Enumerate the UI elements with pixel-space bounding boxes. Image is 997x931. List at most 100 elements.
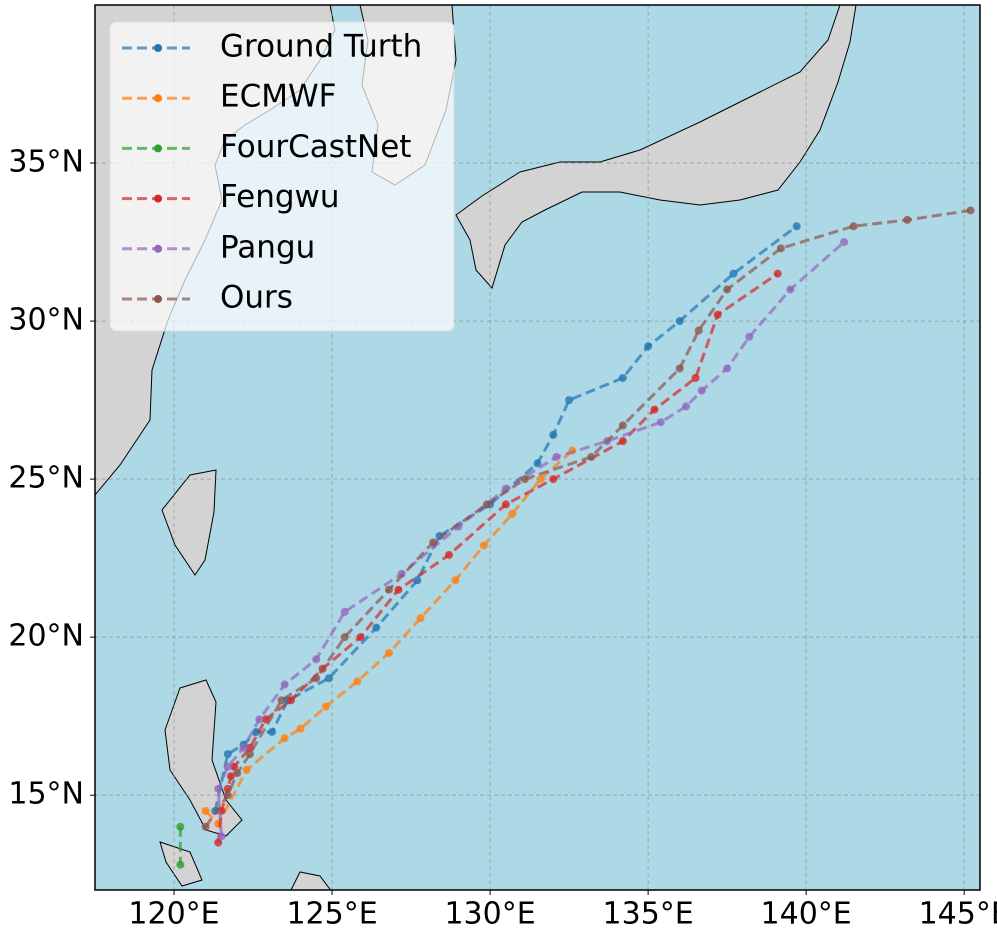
legend-label: Pangu bbox=[220, 229, 315, 265]
track-point bbox=[786, 285, 795, 294]
tracks bbox=[176, 206, 975, 869]
track-point bbox=[340, 607, 349, 616]
track-point bbox=[675, 317, 684, 326]
track-point bbox=[324, 674, 333, 683]
track-point bbox=[340, 633, 349, 642]
legend-label: Fengwu bbox=[220, 179, 340, 215]
track-point bbox=[682, 402, 691, 411]
track-point bbox=[223, 791, 232, 800]
track-point bbox=[384, 585, 393, 594]
track-point bbox=[201, 806, 210, 815]
x-tick-label: 140°E bbox=[761, 897, 852, 931]
track-point bbox=[321, 702, 330, 711]
track-point bbox=[394, 585, 403, 594]
luzon bbox=[164, 679, 243, 837]
track-point bbox=[353, 677, 362, 686]
track-point bbox=[729, 269, 738, 278]
track-point bbox=[312, 655, 321, 664]
track-point bbox=[533, 459, 542, 468]
track-point bbox=[840, 238, 849, 247]
track-point bbox=[501, 500, 510, 509]
track-point bbox=[508, 509, 517, 518]
track-point bbox=[773, 269, 782, 278]
y-tick-label: 30°N bbox=[8, 303, 84, 338]
track-point bbox=[618, 373, 627, 382]
frame bbox=[94, 4, 981, 891]
x-tick-label: 135°E bbox=[603, 897, 694, 931]
track-point bbox=[280, 680, 289, 689]
track-point bbox=[233, 769, 242, 778]
track-point bbox=[675, 364, 684, 373]
legend-label: ECMWF bbox=[220, 79, 336, 115]
track-point bbox=[451, 576, 460, 585]
y-tick-label: 15°N bbox=[8, 777, 84, 812]
track-point bbox=[286, 696, 295, 705]
track-point bbox=[226, 772, 235, 781]
track-point bbox=[618, 421, 627, 430]
track-point bbox=[176, 860, 185, 869]
track-point bbox=[618, 437, 627, 446]
track-point bbox=[745, 332, 754, 341]
legend-marker bbox=[154, 244, 162, 253]
track-point bbox=[176, 822, 185, 831]
track-point bbox=[242, 765, 251, 774]
track-point bbox=[277, 696, 286, 705]
track-point bbox=[372, 623, 381, 632]
x-tick-label: 125°E bbox=[286, 897, 377, 931]
track-point bbox=[384, 648, 393, 657]
track-point bbox=[849, 222, 858, 231]
legend-marker bbox=[154, 144, 162, 153]
track-point bbox=[644, 342, 653, 351]
track-point bbox=[723, 285, 732, 294]
legend-box bbox=[109, 21, 455, 332]
track-point bbox=[479, 541, 488, 550]
taiwan bbox=[161, 469, 217, 576]
x-tick-label: 145°E bbox=[919, 897, 997, 931]
track-point bbox=[966, 206, 975, 215]
track-point bbox=[713, 310, 722, 319]
y-tick-label: 35°N bbox=[8, 145, 84, 180]
track-point bbox=[776, 244, 785, 253]
track-point bbox=[217, 832, 226, 841]
track-point bbox=[445, 550, 453, 559]
track-point bbox=[429, 538, 438, 547]
legend-label: FourCastNet bbox=[220, 129, 411, 165]
x-tick-label: 130°E bbox=[444, 897, 535, 931]
track-point bbox=[230, 762, 239, 771]
y-tick-label: 25°N bbox=[8, 461, 84, 496]
track-point bbox=[239, 743, 248, 752]
track-point bbox=[223, 750, 232, 759]
track-point bbox=[201, 822, 210, 831]
track-point bbox=[903, 215, 912, 224]
y-tick-label: 20°N bbox=[8, 619, 84, 654]
legend: Ground Turth ECMWF FourCastNet Fengwu Pangu O… bbox=[122, 29, 422, 316]
track-point bbox=[482, 500, 491, 509]
track-point bbox=[245, 750, 254, 759]
track-point bbox=[416, 614, 425, 623]
track-point bbox=[549, 430, 558, 439]
track-point bbox=[697, 386, 706, 395]
track-point bbox=[536, 475, 545, 484]
track-point bbox=[792, 222, 801, 231]
track-point bbox=[656, 418, 665, 427]
track-point bbox=[268, 727, 276, 736]
legend-label: Ground Turth bbox=[220, 29, 422, 65]
legend-marker bbox=[154, 44, 162, 52]
island bbox=[290, 871, 332, 890]
track-point bbox=[520, 475, 529, 484]
track-point bbox=[694, 326, 703, 335]
grid bbox=[95, 5, 980, 890]
track-point bbox=[280, 734, 289, 743]
x-tick-label: 120°E bbox=[128, 897, 219, 931]
track-point bbox=[413, 576, 422, 585]
track-point bbox=[214, 784, 223, 793]
track-point bbox=[255, 715, 264, 724]
track-point bbox=[552, 452, 561, 461]
track-point bbox=[691, 373, 700, 382]
track-point bbox=[356, 633, 365, 642]
track-line bbox=[204, 208, 971, 828]
track-point bbox=[650, 405, 659, 414]
track-point bbox=[723, 364, 732, 373]
